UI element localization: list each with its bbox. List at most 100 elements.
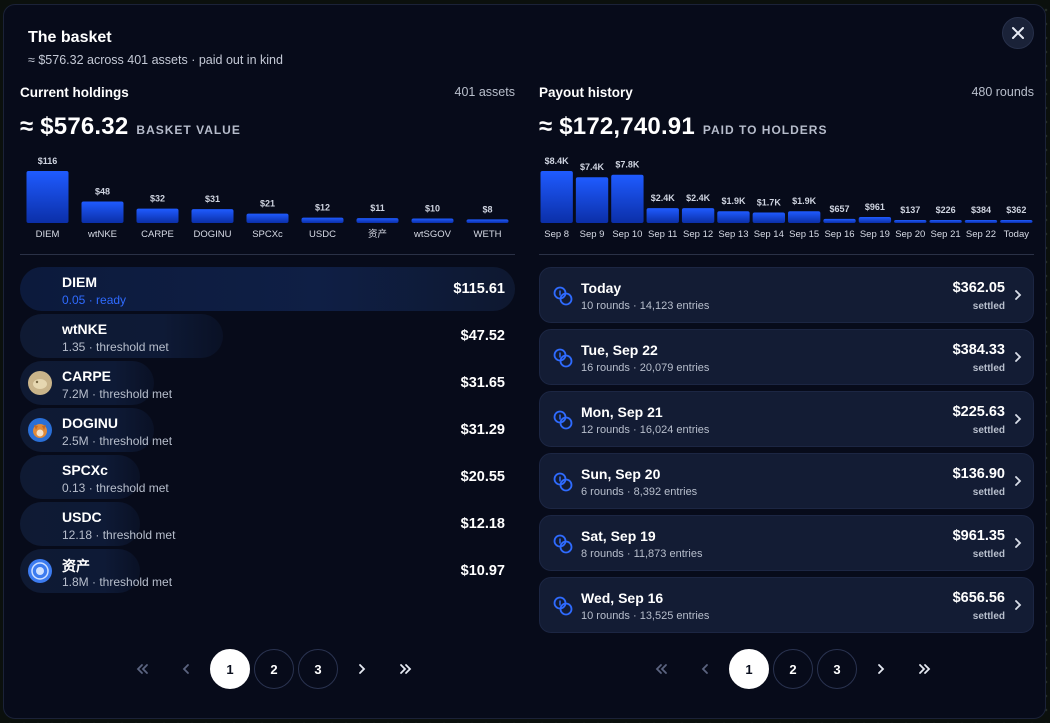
bar [646,208,679,223]
holdings-chart: $116 DIEM $48 wtNKE $32 CARPE $31 DOGINU $21 SPCX… [20,153,515,243]
last-page-button[interactable] [386,649,426,689]
holding-meta: 1.35 · threshold met [62,340,169,354]
next-page-icon [878,664,885,674]
next-page-button[interactable] [342,649,382,689]
bar-category-label: SPCXc [252,229,283,240]
last-page-button[interactable] [905,649,945,689]
bar-value-label: $11 [370,203,385,213]
bar [575,177,609,223]
holdings-list: DIEM 0.05 · ready $115.61 wtNKE 1.35 · thres… [20,267,515,596]
holding-row[interactable]: USDC 12.18 · threshold met $12.18 [20,502,515,546]
payouts-title: Payout history [539,84,633,100]
bar-value-label: $384 [971,205,991,215]
holding-value: $115.61 [453,281,505,297]
page-button[interactable]: 2 [254,649,294,689]
coins-icon [553,596,573,616]
bar [929,220,962,223]
first-page-button[interactable] [641,649,681,689]
divider [539,254,1034,255]
bar-value-label: $657 [830,204,850,214]
bar [81,201,124,223]
holding-name: DIEM [62,274,97,290]
payout-card[interactable]: Sat, Sep 19 8 rounds · 11,873 entries $961… [539,515,1034,571]
payout-rounds: 16 rounds · 20,079 entries [581,362,710,374]
prev-page-icon [182,664,189,674]
close-icon [1012,27,1024,39]
holding-meta: 1.8M · threshold met [62,575,173,589]
holding-row[interactable]: wtNKE 1.35 · threshold met $47.52 [20,314,515,358]
bar [681,208,715,223]
holding-value: $20.55 [460,469,505,485]
holding-share-bar [20,502,140,546]
basket-modal: The basket ≈ $576.32 across 401 assets ·… [3,4,1046,719]
page-button[interactable]: 3 [298,649,338,689]
chevron-right-icon [1015,290,1022,300]
bar-value-label: $10 [425,204,440,214]
close-button[interactable] [1002,17,1034,49]
bar [858,217,892,223]
bar [411,218,454,223]
payout-card[interactable]: Sun, Sep 20 6 rounds · 8,392 entries $136.… [539,453,1034,509]
prev-page-button[interactable] [166,649,206,689]
bar-category-label: Sep 21 [931,229,961,240]
first-page-button[interactable] [122,649,162,689]
payout-status: settled [972,425,1005,436]
holding-value: $31.65 [460,375,505,391]
bar-value-label: $1.7K [757,197,782,207]
holding-row[interactable]: SPCXc 0.13 · threshold met $20.55 [20,455,515,499]
chevron-right-icon [1015,476,1022,486]
holding-row[interactable]: DOGINU 2.5M · threshold met $31.29 [20,408,515,452]
bar-category-label: Sep 9 [580,229,605,240]
payouts-panel: Payout history 480 rounds ≈ $172,740.91 … [539,83,1034,713]
holding-row[interactable]: DIEM 0.05 · ready $115.61 [20,267,515,311]
holding-name: SPCXc [62,462,108,478]
holding-share-bar [20,314,223,358]
page-button[interactable]: 2 [773,649,813,689]
bar-value-label: $8.4K [545,156,570,166]
holding-name: wtNKE [62,321,108,337]
bar-category-label: Sep 16 [824,229,854,240]
payout-card[interactable]: Mon, Sep 21 12 rounds · 16,024 entries $22… [539,391,1034,447]
last-page-icon [400,664,412,674]
token-icon [28,418,52,442]
bar-value-label: $362 [1006,205,1026,215]
bar [717,211,750,223]
page-button[interactable]: 3 [817,649,857,689]
bar-category-label: Sep 12 [683,229,713,240]
payout-day: Wed, Sep 16 [581,590,664,606]
bar-category-label: WETH [474,229,502,240]
token-icon [28,371,52,395]
prev-page-button[interactable] [685,649,725,689]
bar-value-label: $7.4K [580,162,605,172]
holding-name: 资产 [62,558,90,574]
payout-card[interactable]: Today 10 rounds · 14,123 entries $362.05 se… [539,267,1034,323]
page-button[interactable]: 1 [729,649,769,689]
page-button[interactable]: 1 [210,649,250,689]
bar-category-label: wtNKE [87,229,117,240]
payout-day: Sat, Sep 19 [581,528,656,544]
basket-value: ≈ $576.32 [20,113,129,140]
bar-category-label: Sep 14 [754,229,784,240]
payout-card[interactable]: Tue, Sep 22 16 rounds · 20,079 entries $38… [539,329,1034,385]
chevron-right-icon [1015,538,1022,548]
chevron-right-icon [1015,352,1022,362]
bar-category-label: USDC [309,229,336,240]
coins-icon [553,472,573,492]
bar [611,174,644,223]
holding-value: $10.97 [460,563,505,579]
bar-category-label: Today [1004,229,1030,240]
holding-meta: 0.05 · ready [62,293,127,307]
bar [191,209,234,223]
holding-row[interactable]: CARPE 7.2M · threshold met $31.65 [20,361,515,405]
holding-row[interactable]: 资产 1.8M · threshold met $10.97 [20,549,515,593]
payout-status: settled [972,611,1005,622]
prev-page-icon [701,664,708,674]
modal-subtitle: ≈ $576.32 across 401 assets · paid out i… [28,53,283,67]
first-page-icon [136,664,148,674]
payout-card[interactable]: Wed, Sep 16 10 rounds · 13,525 entries $65… [539,577,1034,633]
holding-meta: 12.18 · threshold met [62,528,176,542]
next-page-button[interactable] [861,649,901,689]
payout-day: Today [581,280,622,296]
